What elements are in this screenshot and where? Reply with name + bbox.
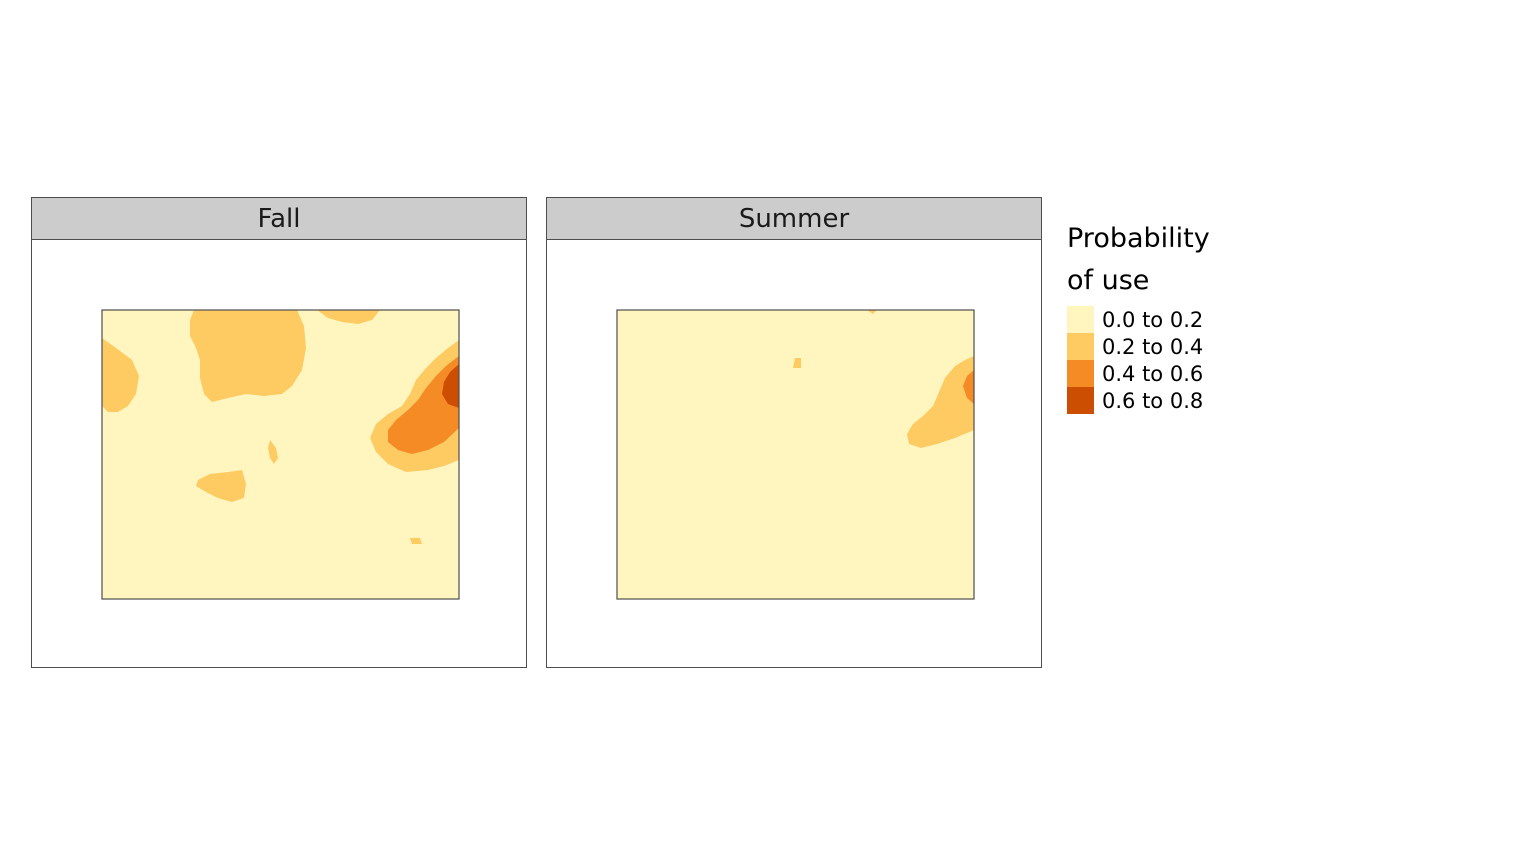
facet-strip-summer: Summer (547, 198, 1041, 240)
raster-map-fall (101, 309, 460, 600)
raster-patch-fall-northeast (317, 310, 380, 324)
raster-patch-fall-west (102, 338, 139, 412)
raster-patch-fall-south (196, 470, 246, 502)
legend-title-line1: Probability (1067, 223, 1210, 254)
legend-swatch (1067, 387, 1094, 414)
raster-patch-fall-east-mid (388, 356, 459, 454)
raster-frame-summer (616, 309, 975, 600)
raster-patch-fall-north (190, 310, 306, 402)
facet-panel-fall: Fall (31, 197, 527, 668)
legend-swatch (1067, 333, 1094, 360)
legend-swatch (1067, 360, 1094, 387)
raster-patch-summer-east-core (963, 370, 974, 404)
raster-frame-fall (101, 309, 460, 600)
raster-patch-fall-speck (410, 538, 422, 544)
raster-patch-summer-east (907, 356, 974, 448)
raster-patch-fall-small-center (268, 440, 278, 464)
legend: Probability of use 0.0 to 0.2 0.2 to 0.4… (1067, 218, 1210, 414)
raster-patch-summer-center-speck (793, 358, 801, 368)
legend-item: 0.2 to 0.4 (1067, 333, 1210, 360)
raster-map-summer (616, 309, 975, 600)
raster-background-summer (617, 310, 974, 599)
legend-item: 0.4 to 0.6 (1067, 360, 1210, 387)
legend-label: 0.6 to 0.8 (1102, 388, 1204, 413)
legend-swatch (1067, 306, 1094, 333)
facet-panel-summer: Summer (546, 197, 1042, 668)
legend-title-line2: of use (1067, 265, 1150, 296)
legend-label: 0.2 to 0.4 (1102, 334, 1204, 359)
raster-patch-summer-north-speck (867, 310, 877, 314)
legend-title: Probability of use (1067, 218, 1210, 302)
raster-patch-fall-east-core (442, 364, 459, 408)
legend-label: 0.0 to 0.2 (1102, 307, 1204, 332)
legend-label: 0.4 to 0.6 (1102, 361, 1204, 386)
legend-item: 0.0 to 0.2 (1067, 306, 1210, 333)
legend-item: 0.6 to 0.8 (1067, 387, 1210, 414)
facet-strip-fall: Fall (32, 198, 526, 240)
